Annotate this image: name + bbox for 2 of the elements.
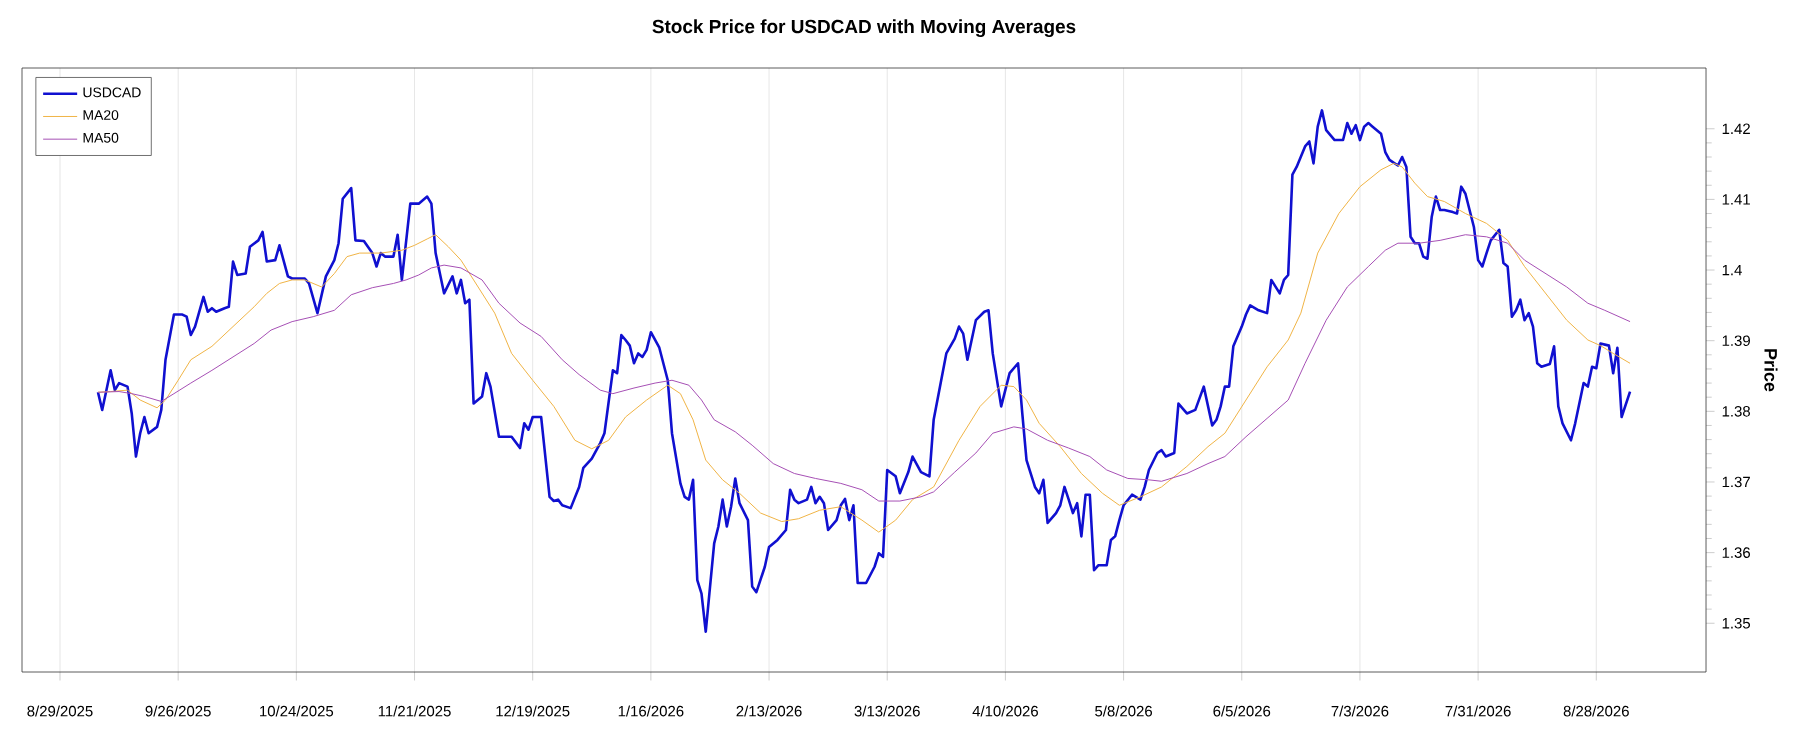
chart-title: Stock Price for USDCAD with Moving Averages [652,19,1076,38]
y-axis-title: Price [1764,349,1778,392]
